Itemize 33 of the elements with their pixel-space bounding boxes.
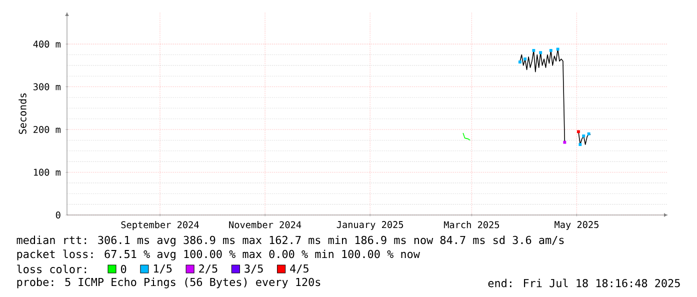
point (582, 134, 586, 138)
point (524, 58, 527, 60)
legend-label: 0 (120, 264, 126, 274)
legend-label: 2/5 (199, 264, 218, 274)
legend-label: 3/5 (244, 264, 263, 274)
y-axis-title: Seconds (18, 93, 26, 134)
point (532, 48, 536, 52)
point (576, 130, 580, 134)
x-tick-label: September 2024 (121, 221, 199, 230)
x-tick-label: November 2024 (229, 221, 302, 228)
line-series (462, 132, 470, 141)
legend-label: 1/5 (154, 264, 172, 274)
point (556, 48, 560, 51)
point (563, 140, 566, 144)
text: packet loss: 67.51 % avg 100.00 % max 0.00 % min 100.00 % now (17, 250, 420, 260)
legend-label: 4/5 (290, 264, 308, 274)
point (549, 48, 552, 52)
y-tick-label: 200 m (34, 126, 60, 134)
x-tick-label: January 2025 (336, 221, 404, 230)
y-tick-label: 300 m (33, 83, 60, 90)
legend-title: loss color: (17, 264, 86, 274)
point (587, 132, 590, 136)
text: median rtt: 306.1 ms avg 386.9 ms max 162.7 ms min 186.9 ms now 84.7 ms sd 3.6 am/s (16, 236, 564, 246)
point (518, 60, 522, 64)
y-tick-label: 100 m (34, 168, 60, 176)
x-tick-label: March 2025 (444, 221, 500, 228)
text: probe: 5 ICMP Echo Pings (56 Bytes) every 120s (17, 278, 320, 288)
x-tick-label: May 2025 (554, 221, 598, 230)
y-tick-label: 400 m (33, 40, 60, 48)
point (578, 143, 582, 146)
point (539, 51, 542, 54)
y-tick-label: 0 (56, 211, 60, 219)
text: end: Fri Jul 18 18:16:48 2025 (488, 278, 680, 288)
